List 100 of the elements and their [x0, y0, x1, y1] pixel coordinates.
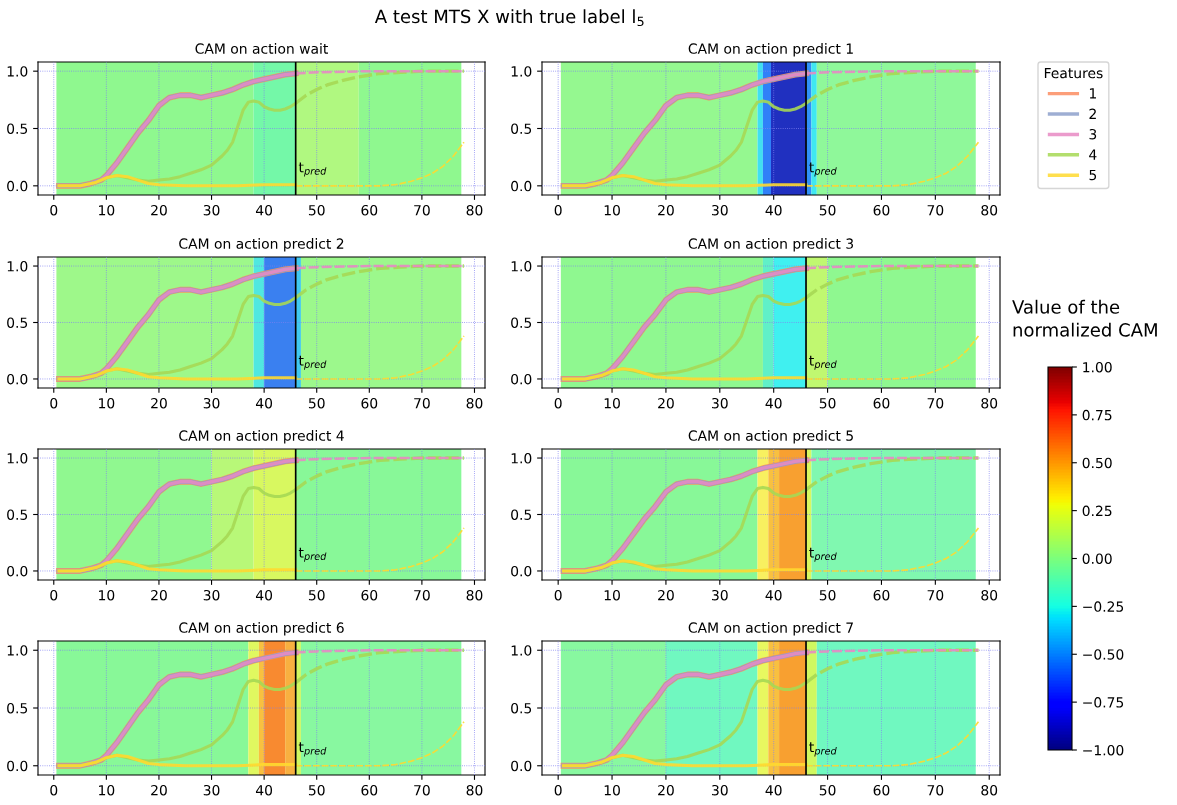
y-tick-label: 0.0: [511, 373, 532, 385]
x-tick-label: 80: [981, 589, 998, 601]
x-tick-label: 30: [712, 784, 728, 796]
x-tick-label: 40: [765, 784, 782, 796]
x-tick-label: 60: [361, 589, 378, 601]
x-tick-label: 0: [50, 589, 58, 601]
ref-line-label: t$_{pred}$: [298, 742, 327, 757]
x-tick-label: 70: [414, 397, 430, 409]
x-tick-label: 50: [308, 784, 325, 796]
y-tick-label: 0.5: [7, 123, 28, 134]
chart-title: CAM on action predict 6: [179, 622, 344, 636]
x-tick-label: 60: [873, 784, 890, 796]
color-bar-label: 0.25: [1082, 505, 1112, 517]
x-tick-label: 40: [255, 589, 273, 601]
legend-title: Features: [1044, 67, 1103, 79]
x-tick-label: 20: [151, 397, 167, 409]
x-tick-label: 30: [203, 397, 220, 409]
chart-title: CAM on action predict 1: [688, 43, 853, 57]
x-tick-label: 20: [658, 204, 674, 216]
x-tick-label: 40: [765, 204, 782, 216]
x-tick-label: 10: [99, 397, 115, 409]
x-tick-label: 50: [819, 784, 836, 796]
x-tick-label: 60: [873, 397, 890, 409]
x-tick-label: 20: [658, 784, 674, 796]
y-tick-label: 1.0: [7, 66, 28, 77]
x-tick-label: 0: [554, 589, 562, 601]
chart-title: CAM on action predict 7: [688, 622, 853, 636]
x-tick-label: 80: [981, 204, 998, 216]
ref-line-label: t$_{pred}$: [298, 355, 327, 370]
x-tick-label: 40: [255, 784, 273, 796]
ref-line-label: t$_{pred}$: [298, 162, 327, 177]
x-tick-label: 60: [873, 204, 890, 216]
color-bar-label: −0.25: [1083, 601, 1124, 612]
x-tick-label: 50: [819, 397, 836, 409]
ref-line-label: t$_{pred}$: [809, 742, 837, 757]
x-tick-label: 10: [604, 204, 620, 216]
y-tick-label: 0.5: [511, 509, 532, 520]
legend-label: 4: [1089, 149, 1097, 160]
x-tick-label: 20: [151, 784, 167, 796]
ref-line-label: t$_{pred}$: [809, 355, 837, 370]
y-tick-label: 0.5: [511, 702, 532, 714]
y-tick-label: 1.0: [511, 645, 532, 656]
x-tick-label: 80: [466, 204, 483, 216]
x-tick-label: 30: [203, 204, 220, 216]
y-tick-label: 0.0: [511, 565, 532, 577]
x-tick-label: 50: [308, 397, 325, 409]
x-tick-label: 50: [819, 204, 836, 216]
legend-label: 2: [1089, 108, 1096, 119]
x-tick-label: 10: [99, 204, 115, 216]
y-tick-label: 0.5: [7, 702, 28, 714]
y-tick-label: 0.5: [7, 317, 28, 328]
color-bar-label: 1.00: [1083, 361, 1112, 373]
x-tick-label: 0: [554, 784, 562, 796]
y-tick-label: 0.0: [7, 180, 28, 192]
x-tick-label: 70: [927, 784, 944, 796]
color-bar-title: Value of the normalized CAM: [1012, 299, 1157, 337]
y-tick-label: 0.5: [7, 509, 28, 520]
x-tick-label: 60: [873, 589, 890, 601]
x-tick-label: 50: [308, 589, 325, 601]
chart-title: CAM on action wait: [195, 43, 328, 54]
y-tick-label: 0.5: [511, 123, 532, 134]
color-bar-label: 0.75: [1082, 409, 1112, 421]
x-tick-label: 30: [203, 589, 220, 601]
x-tick-label: 10: [99, 589, 115, 601]
color-bar-label: 0.00: [1082, 553, 1112, 564]
x-tick-label: 10: [99, 784, 115, 796]
y-tick-label: 0.5: [511, 317, 532, 328]
color-bar-label: −0.50: [1083, 649, 1124, 660]
x-tick-label: 40: [765, 589, 782, 601]
y-tick-label: 1.0: [511, 66, 532, 77]
x-tick-label: 10: [604, 589, 620, 601]
ref-line-label: t$_{pred}$: [809, 547, 837, 562]
x-tick-label: 0: [50, 204, 58, 216]
color-bar-label: −1.00: [1083, 744, 1124, 756]
x-tick-label: 80: [981, 784, 998, 796]
x-tick-label: 0: [554, 397, 562, 409]
y-tick-label: 1.0: [7, 261, 28, 272]
x-tick-label: 40: [255, 204, 273, 216]
y-tick-label: 0.0: [7, 565, 28, 577]
x-tick-label: 20: [151, 589, 167, 601]
x-tick-label: 70: [927, 397, 944, 409]
x-tick-label: 70: [927, 589, 944, 601]
y-tick-label: 0.0: [7, 760, 28, 772]
x-tick-label: 0: [50, 784, 58, 796]
x-tick-label: 20: [658, 589, 674, 601]
text: A test MTS X with true label l$_{5}$: [374, 9, 644, 27]
legend-label: 5: [1089, 169, 1097, 181]
legend-label: 1: [1089, 88, 1096, 99]
y-tick-label: 1.0: [7, 453, 28, 464]
x-tick-label: 0: [50, 397, 58, 409]
color-bar-label: −0.75: [1083, 697, 1124, 708]
x-tick-label: 80: [466, 784, 483, 796]
x-tick-label: 30: [712, 397, 728, 409]
x-tick-label: 30: [712, 589, 728, 601]
x-tick-label: 50: [308, 204, 325, 216]
chart-title: CAM on action predict 4: [179, 430, 344, 444]
x-tick-label: 40: [765, 397, 782, 409]
color-bar-label: 0.50: [1082, 457, 1112, 469]
x-tick-label: 80: [466, 589, 483, 601]
chart-title: CAM on action predict 3: [688, 238, 854, 252]
